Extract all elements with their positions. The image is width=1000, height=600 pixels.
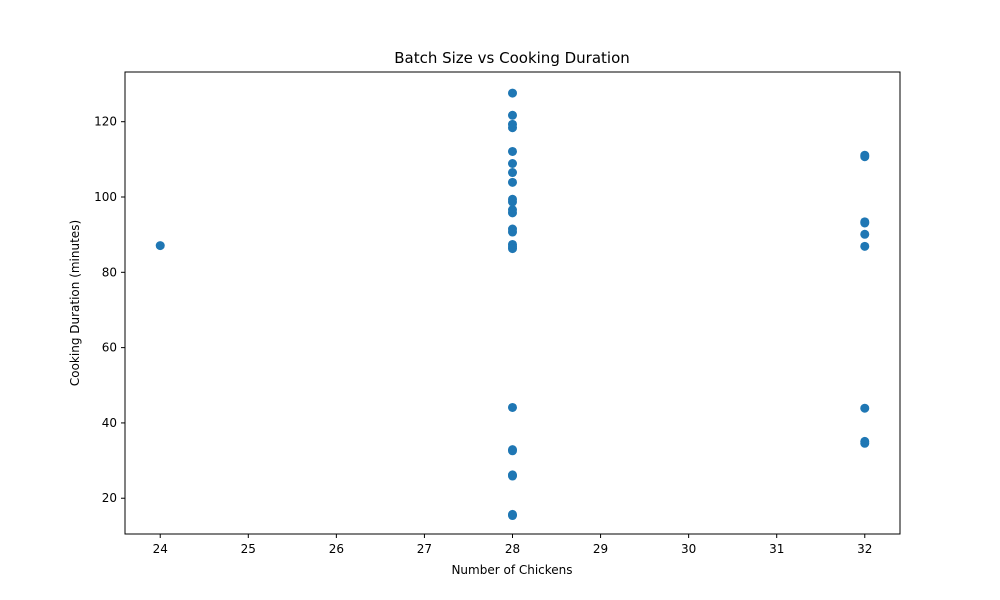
- scatter-point: [508, 123, 517, 133]
- scatter-point: [508, 471, 517, 481]
- scatter-point: [508, 88, 517, 98]
- scatter-point: [860, 229, 870, 239]
- y-tick-label: 60: [102, 341, 117, 355]
- points-layer: [155, 88, 870, 521]
- y-tick-label: 100: [94, 190, 117, 204]
- y-axis-label: Cooking Duration (minutes): [68, 220, 82, 386]
- y-tick-label: 40: [102, 416, 117, 430]
- scatter-point: [508, 208, 517, 218]
- y-tick-label: 80: [102, 265, 117, 279]
- scatter-point: [860, 152, 870, 162]
- x-tick-label: 31: [769, 542, 784, 556]
- scatter-point: [860, 438, 870, 448]
- x-tick-label: 24: [153, 542, 168, 556]
- x-tick-label: 29: [593, 542, 608, 556]
- scatter-point: [860, 241, 870, 251]
- x-tick-label: 28: [505, 542, 520, 556]
- x-axis-ticks: 24 25 26 27 28 29 30 31 32: [153, 534, 872, 556]
- x-tick-label: 25: [241, 542, 256, 556]
- scatter-point: [155, 241, 165, 251]
- scatter-point: [508, 402, 517, 412]
- y-axis-ticks: 20 40 60 80 100 120: [94, 115, 125, 505]
- x-tick-label: 32: [857, 542, 872, 556]
- x-tick-label: 30: [681, 542, 696, 556]
- scatter-point: [508, 110, 517, 120]
- chart-title: Batch Size vs Cooking Duration: [394, 49, 630, 67]
- scatter-point: [508, 511, 517, 521]
- scatter-point: [508, 177, 517, 187]
- x-axis-label: Number of Chickens: [451, 563, 572, 577]
- scatter-point: [508, 159, 517, 168]
- scatter-point: [508, 168, 517, 178]
- scatter-point: [508, 197, 517, 207]
- y-tick-label: 120: [94, 115, 117, 129]
- scatter-point: [860, 218, 870, 228]
- scatter-point: [508, 146, 517, 156]
- x-tick-label: 27: [417, 542, 432, 556]
- scatter-point: [860, 403, 870, 413]
- x-tick-label: 26: [329, 542, 344, 556]
- scatter-point: [508, 446, 517, 456]
- scatter-point: [508, 244, 517, 254]
- y-tick-label: 20: [102, 491, 117, 505]
- scatter-point: [508, 227, 517, 237]
- plot-area-frame: [124, 71, 901, 535]
